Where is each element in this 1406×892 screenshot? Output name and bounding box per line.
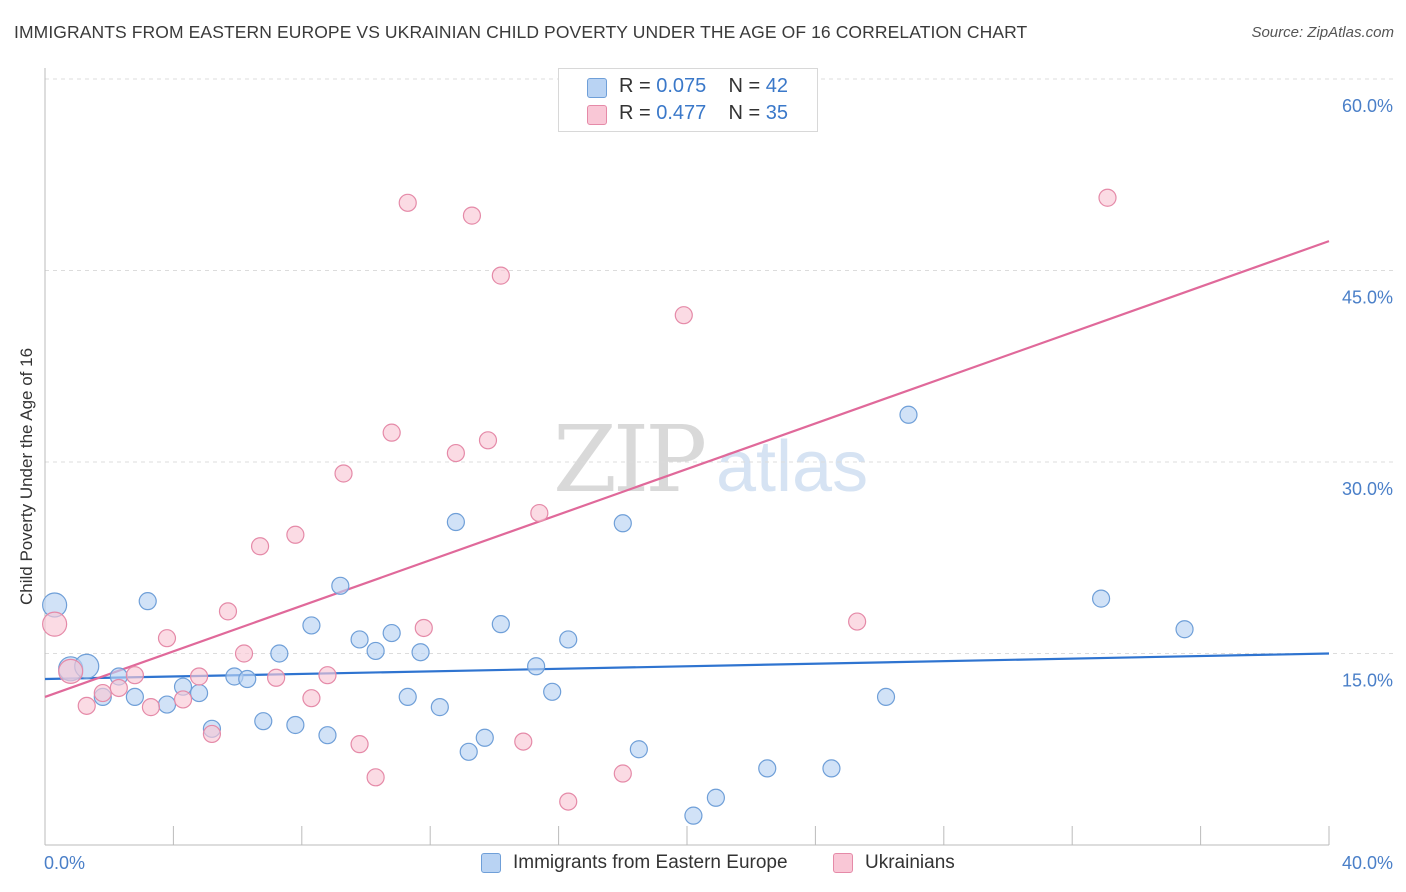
- scatter-point-ukrainians: [848, 612, 867, 631]
- scatter-point-ukrainians: [462, 206, 482, 225]
- legend-r-label: R =: [619, 75, 651, 97]
- scatter-point-eastern-europe: [475, 728, 494, 747]
- y-axis-label: Child Poverty Under the Age of 16: [17, 347, 36, 605]
- scatter-point-ukrainians: [613, 764, 632, 783]
- scatter-point-ukrainians: [530, 503, 549, 523]
- scatter-point-ukrainians: [478, 431, 498, 450]
- scatter-point-ukrainians: [446, 443, 465, 463]
- scatter-point-eastern-europe: [318, 726, 337, 745]
- scatter-point-ukrainians: [414, 618, 433, 638]
- y-tick-label: 15.0%: [1342, 671, 1393, 691]
- scatter-point-eastern-europe: [189, 683, 209, 703]
- scatter-point-ukrainians: [1098, 188, 1117, 207]
- legend-swatch-pink: [587, 105, 607, 125]
- scatter-point-ukrainians: [267, 668, 286, 687]
- scatter-point-ukrainians: [93, 683, 112, 703]
- watermark-zip: ZIP: [553, 406, 704, 513]
- source-label: Source: ZipAtlas.com: [1251, 24, 1394, 41]
- scatter-point-eastern-europe: [366, 641, 385, 661]
- scatter-point-ukrainians: [157, 629, 177, 648]
- y-tick-label: 30.0%: [1342, 479, 1393, 499]
- scatter-point-eastern-europe: [302, 616, 321, 635]
- scatter-point-ukrainians: [202, 724, 222, 744]
- scatter-point-eastern-europe: [430, 698, 449, 717]
- scatter-point-eastern-europe: [758, 759, 777, 778]
- scatter-point-eastern-europe: [125, 687, 144, 707]
- scatter-point-eastern-europe: [822, 759, 841, 778]
- scatter-point-ukrainians: [382, 423, 401, 442]
- scatter-point-eastern-europe: [382, 623, 401, 643]
- scatter-point-eastern-europe: [286, 715, 305, 735]
- legend-n-value: 35: [765, 102, 789, 124]
- scatter-point-ukrainians: [491, 266, 510, 285]
- y-tick-label: 60.0%: [1342, 96, 1393, 116]
- scatter-point-ukrainians: [302, 689, 321, 708]
- scatter-point-ukrainians: [286, 525, 305, 544]
- legend-n-label: N =: [728, 75, 761, 97]
- scatter-point-eastern-europe: [899, 405, 918, 424]
- legend-n-value: 42: [765, 75, 789, 97]
- scatter-point-ukrainians: [334, 464, 353, 483]
- scatter-point-eastern-europe: [331, 576, 350, 595]
- scatter-point-eastern-europe: [491, 615, 510, 634]
- scatter-point-eastern-europe: [398, 687, 417, 707]
- legend-swatch-blue: [587, 78, 607, 98]
- legend-r-value: 0.075: [656, 75, 707, 97]
- correlation-legend: R = 0.075 N = 42 R = 0.477 N = 35: [558, 68, 818, 132]
- trend-line-eastern-europe: [44, 652, 1330, 681]
- scatter-point-ukrainians: [559, 792, 578, 811]
- scatter-point-ukrainians: [366, 768, 385, 787]
- scatter-point-ukrainians: [398, 193, 417, 212]
- scatter-point-eastern-europe: [238, 669, 257, 689]
- scatter-point-ukrainians: [109, 678, 128, 698]
- scatter-point-ukrainians: [234, 644, 254, 663]
- scatter-point-ukrainians: [58, 658, 84, 684]
- scatter-point-eastern-europe: [411, 643, 430, 662]
- scatter-point-eastern-europe: [138, 592, 157, 611]
- scatter-point-ukrainians: [42, 611, 68, 637]
- scatter-point-eastern-europe: [706, 788, 725, 807]
- y-tick-label: 45.0%: [1342, 288, 1393, 308]
- scatter-point-eastern-europe: [559, 630, 578, 649]
- scatter-point-eastern-europe: [613, 514, 632, 533]
- scatter-point-eastern-europe: [446, 512, 465, 532]
- scatter-point-eastern-europe: [157, 695, 177, 714]
- scatter-point-ukrainians: [318, 666, 337, 685]
- scatter-point-eastern-europe: [629, 740, 648, 759]
- legend-n-label: N =: [728, 102, 761, 124]
- scatter-point-eastern-europe: [270, 644, 289, 663]
- scatter-point-eastern-europe: [1091, 589, 1111, 608]
- scatter-point-eastern-europe: [876, 687, 896, 707]
- chart-title: IMMIGRANTS FROM EASTERN EUROPE VS UKRAIN…: [14, 22, 1028, 42]
- watermark-atlas: atlas: [716, 427, 868, 507]
- scatter-point-ukrainians: [125, 666, 144, 685]
- legend-r-label: R =: [619, 102, 651, 124]
- bottom-legend-swatch-pink: [833, 853, 853, 873]
- scatter-point-eastern-europe: [684, 806, 703, 825]
- scatter-point-ukrainians: [141, 698, 161, 717]
- scatter-point-ukrainians: [173, 690, 193, 709]
- scatter-point-ukrainians: [514, 732, 533, 751]
- scatter-point-ukrainians: [250, 537, 270, 556]
- x-tick-label: 40.0%: [1342, 853, 1393, 873]
- x-tick-label: 0.0%: [44, 853, 85, 873]
- scatter-point-eastern-europe: [1175, 620, 1194, 639]
- legend-r-value: 0.477: [656, 102, 707, 124]
- trend-line-ukrainians: [44, 240, 1330, 698]
- bottom-legend-label: Ukrainians: [865, 852, 955, 873]
- bottom-legend-label: Immigrants from Eastern Europe: [513, 852, 788, 873]
- scatter-point-eastern-europe: [527, 657, 546, 676]
- scatter-point-eastern-europe: [254, 712, 273, 731]
- scatter-point-ukrainians: [674, 306, 693, 325]
- scatter-point-ukrainians: [77, 696, 96, 715]
- scatter-point-eastern-europe: [350, 630, 369, 649]
- scatter-point-ukrainians: [350, 735, 369, 754]
- scatter-point-ukrainians: [218, 602, 238, 621]
- scatter-point-eastern-europe: [459, 742, 478, 761]
- bottom-legend-swatch-blue: [481, 853, 501, 873]
- scatter-point-ukrainians: [189, 667, 209, 686]
- scatter-point-eastern-europe: [543, 682, 562, 701]
